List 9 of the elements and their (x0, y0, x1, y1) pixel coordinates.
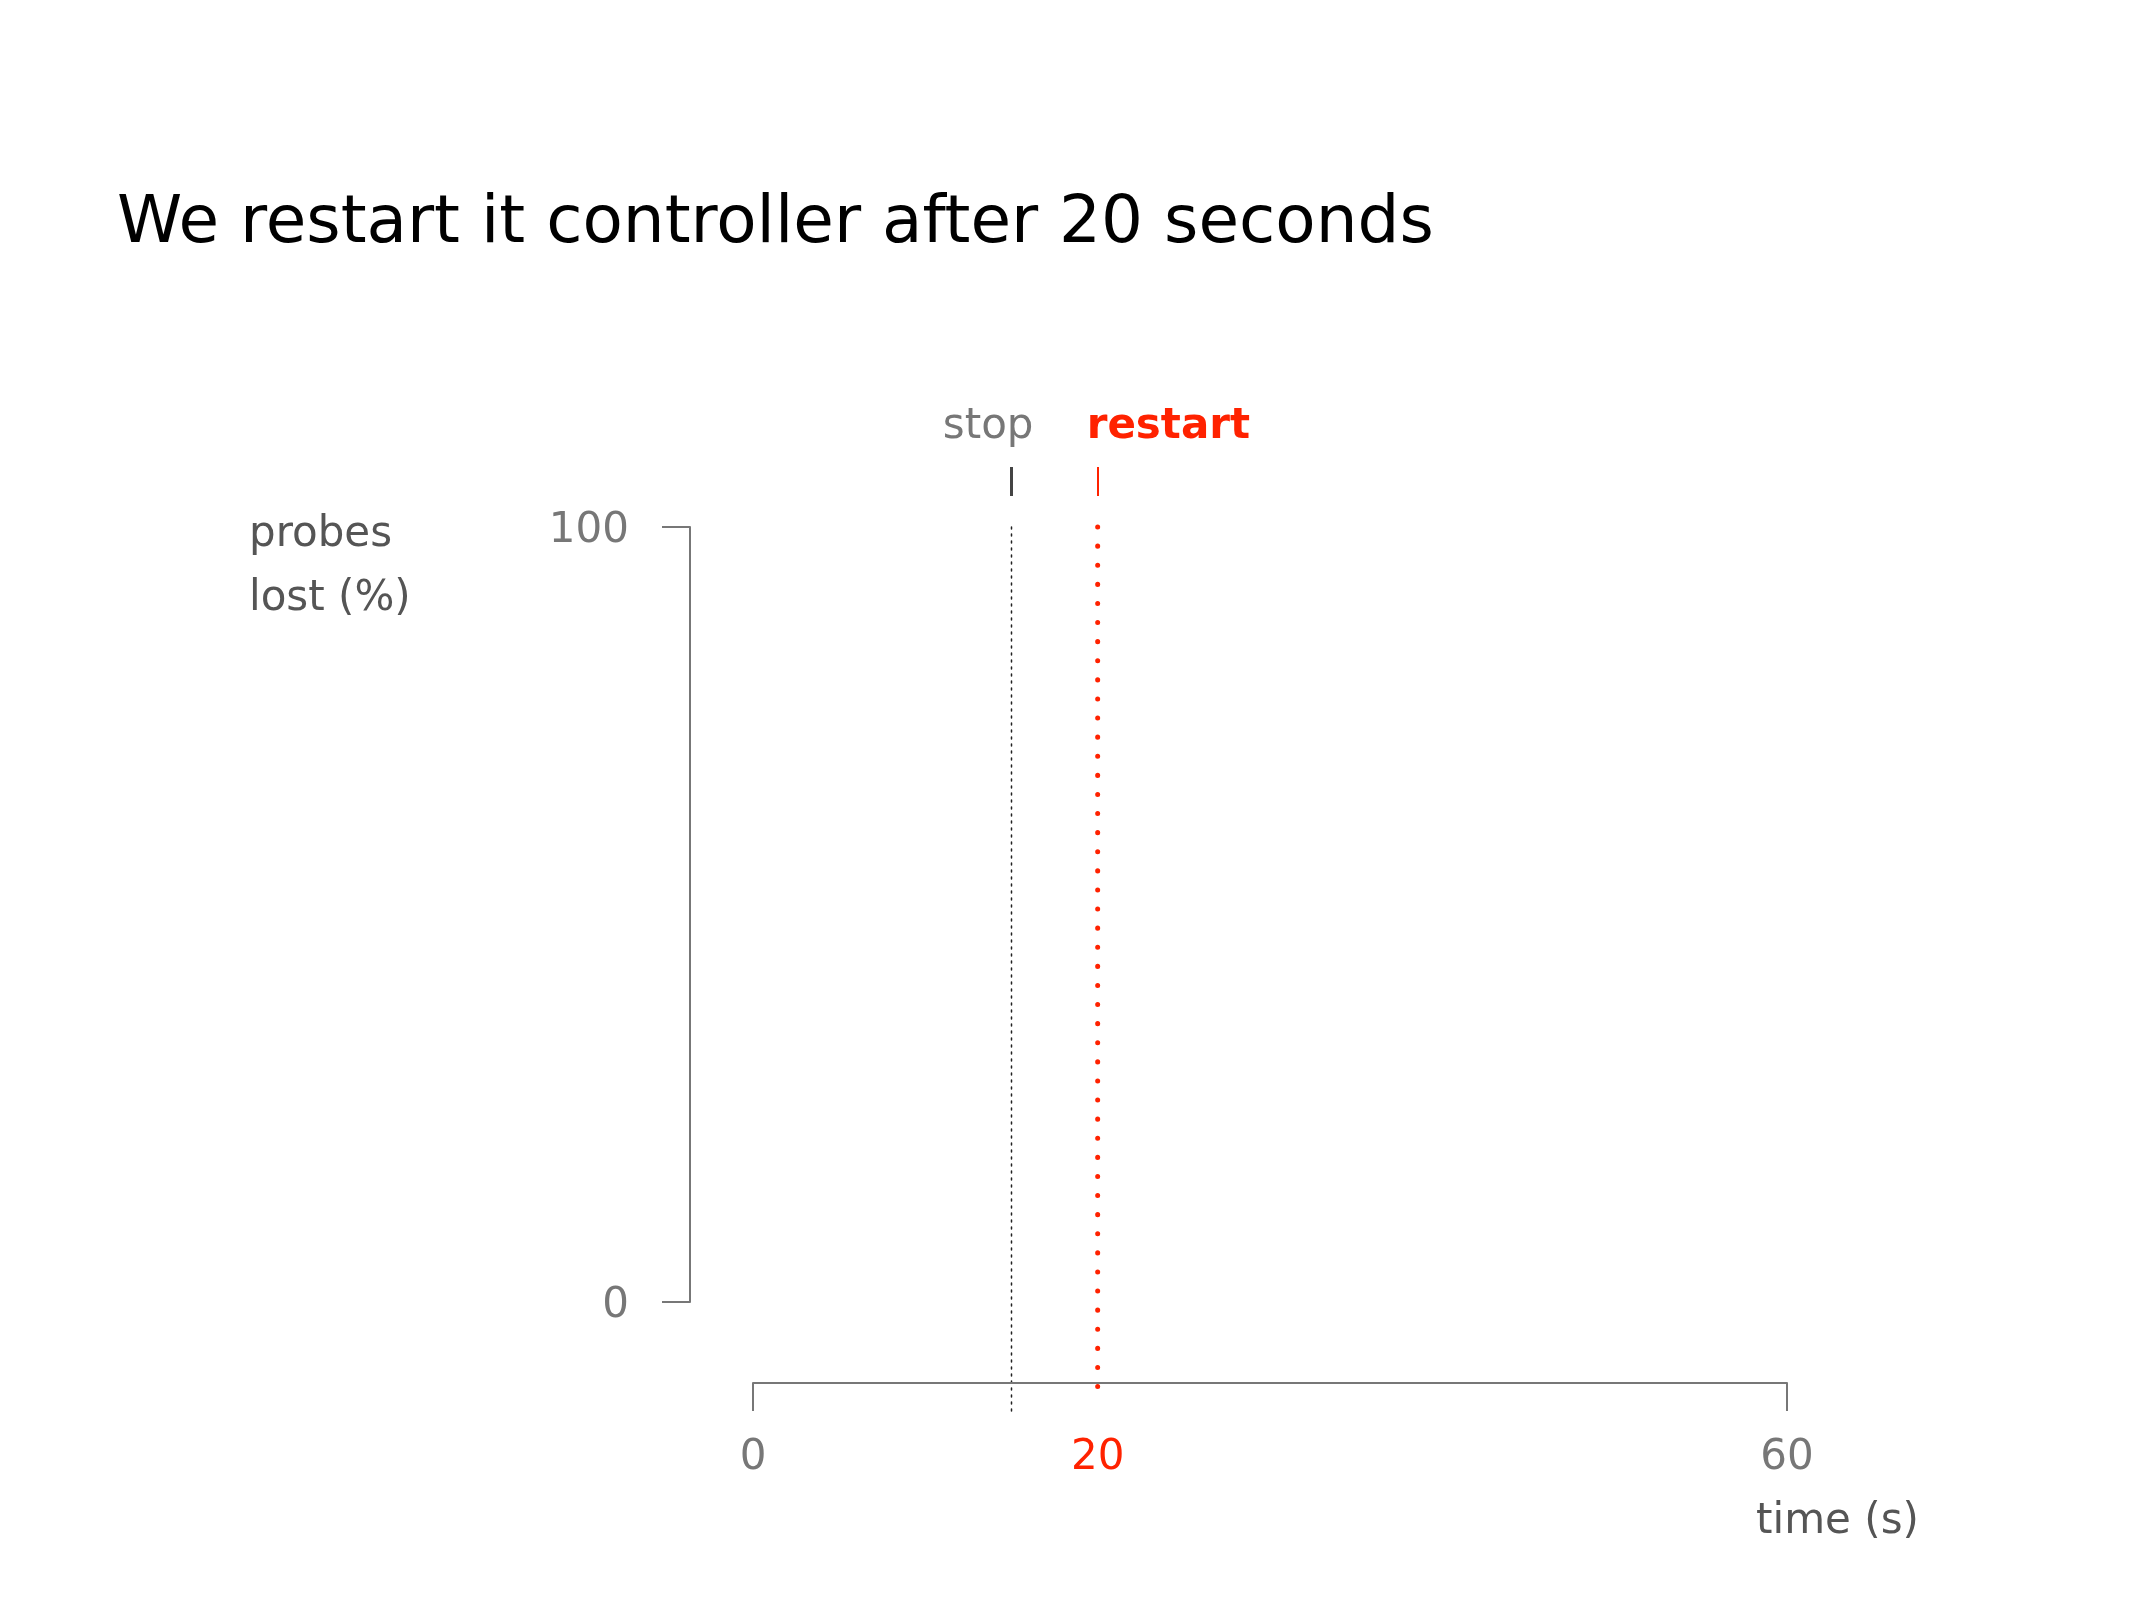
chart-title: We restart it controller after 20 seconds (117, 180, 1434, 258)
x-tick-label: 60 (1760, 1429, 1814, 1479)
ref-line-label: restart (1086, 398, 1251, 448)
x-axis-title: time (s) (1756, 1493, 1919, 1543)
y-axis-title: probes lost (%) (249, 506, 411, 620)
ref-line-label: stop (942, 398, 1034, 448)
y-tick-label: 100 (548, 502, 629, 552)
x-tick-label: 0 (739, 1429, 767, 1479)
x-tick-label: 20 (1070, 1429, 1125, 1479)
